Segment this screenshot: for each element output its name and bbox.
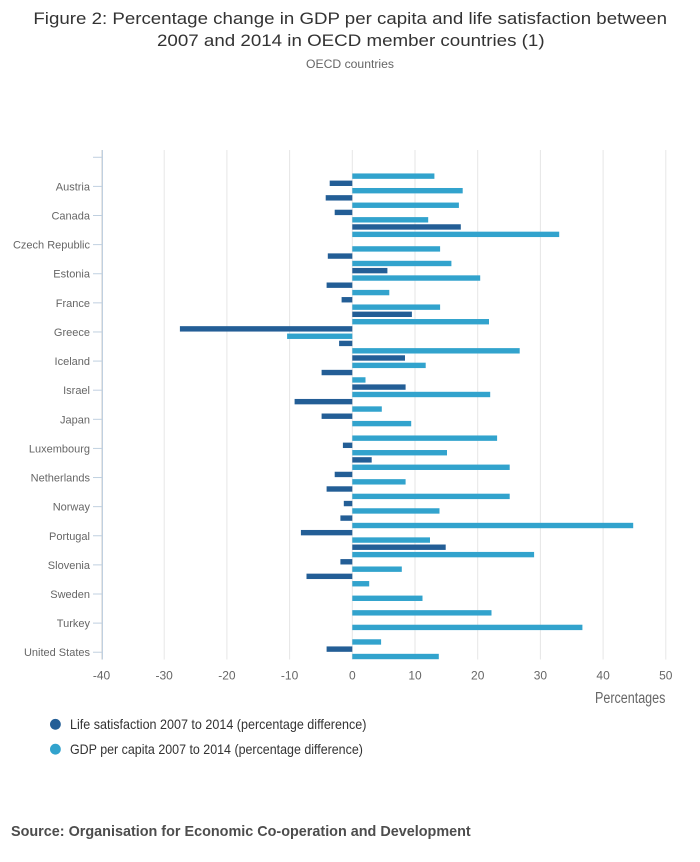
svg-text:50: 50 (659, 668, 673, 682)
svg-text:OECD countries: OECD countries (306, 59, 394, 71)
svg-text:Source: Organisation for Econo: Source: Organisation for Economic Co-ope… (11, 823, 471, 840)
svg-text:Slovenia: Slovenia (48, 560, 91, 572)
svg-text:Israel: Israel (63, 385, 90, 397)
svg-text:Sweden: Sweden (50, 589, 90, 601)
svg-text:30: 30 (534, 668, 548, 682)
svg-text:Life satisfaction 2007 to 2014: Life satisfaction 2007 to 2014 (percenta… (70, 716, 366, 732)
svg-text:-20: -20 (218, 668, 236, 682)
svg-text:Iceland: Iceland (55, 356, 90, 368)
svg-text:Figure 2: Percentage change in: Figure 2: Percentage change in GDP per c… (33, 10, 667, 28)
svg-text:Czech Republic: Czech Republic (13, 240, 91, 252)
svg-text:40: 40 (596, 668, 610, 682)
svg-text:France: France (56, 298, 90, 310)
svg-text:-40: -40 (93, 668, 111, 682)
svg-text:Japan: Japan (60, 414, 90, 426)
svg-text:10: 10 (408, 668, 422, 682)
svg-text:Percentages: Percentages (595, 690, 666, 707)
svg-text:-10: -10 (281, 668, 299, 682)
svg-text:Portugal: Portugal (49, 531, 90, 543)
svg-text:GDP per capita 2007 to 2014 (p: GDP per capita 2007 to 2014 (percentage … (70, 741, 363, 757)
svg-text:2007 and 2014 in OECD member c: 2007 and 2014 in OECD member countries (… (157, 32, 545, 50)
svg-text:Estonia: Estonia (53, 269, 91, 281)
svg-text:United States: United States (24, 647, 91, 659)
svg-text:Netherlands: Netherlands (31, 473, 91, 485)
svg-text:-30: -30 (156, 668, 174, 682)
svg-text:0: 0 (349, 668, 356, 682)
svg-text:Greece: Greece (54, 327, 90, 339)
svg-text:Luxembourg: Luxembourg (29, 443, 90, 455)
svg-text:20: 20 (471, 668, 485, 682)
svg-text:Turkey: Turkey (57, 618, 91, 630)
svg-text:Canada: Canada (51, 211, 90, 223)
svg-text:Norway: Norway (53, 502, 91, 514)
svg-text:Austria: Austria (56, 181, 91, 193)
